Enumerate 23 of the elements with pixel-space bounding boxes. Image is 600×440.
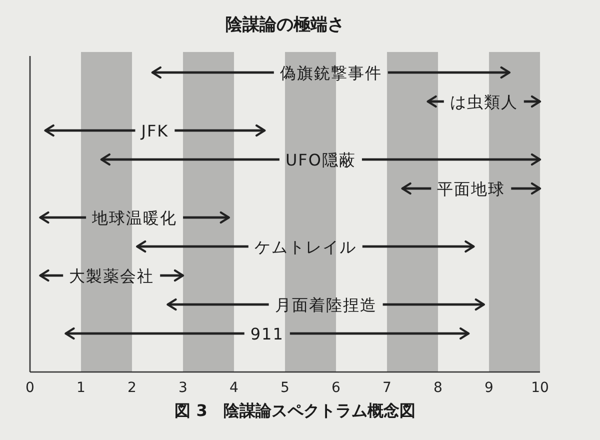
- y-tick-label: JFK: [140, 122, 169, 140]
- x-tick-label: 5: [280, 380, 290, 396]
- y-tick-label: 911: [250, 324, 284, 344]
- y-tick-label: UFO隠蔽: [285, 150, 356, 170]
- x-tick-label: 1: [76, 380, 86, 396]
- x-tick-label: 9: [484, 380, 494, 396]
- x-tick-label: 0: [26, 380, 34, 396]
- y-tick-label: ケムトレイル: [254, 238, 356, 256]
- x-tick-label: 4: [230, 380, 239, 396]
- x-tick-label: 2: [128, 380, 136, 396]
- x-tick-label: 6: [332, 380, 341, 396]
- y-tick-label: 月面着陸捏造: [274, 296, 377, 314]
- y-tick-label: 地球温暖化: [91, 208, 178, 228]
- y-tick-label: 平面地球: [437, 180, 506, 198]
- chart-title: 陰謀論の極端さ: [226, 15, 344, 35]
- x-tick-label: 3: [178, 380, 188, 396]
- x-tick-label: 7: [382, 380, 392, 396]
- x-tick-label: 8: [434, 380, 442, 396]
- y-tick-label: 偽旗銃撃事件: [280, 64, 382, 82]
- x-tick-label: 10: [531, 380, 549, 396]
- y-tick-label: 大製薬会社: [69, 266, 154, 286]
- caption: 図 3 陰謀論スペクトラム概念図: [174, 401, 416, 420]
- y-tick-label: は虫類人: [450, 92, 518, 112]
